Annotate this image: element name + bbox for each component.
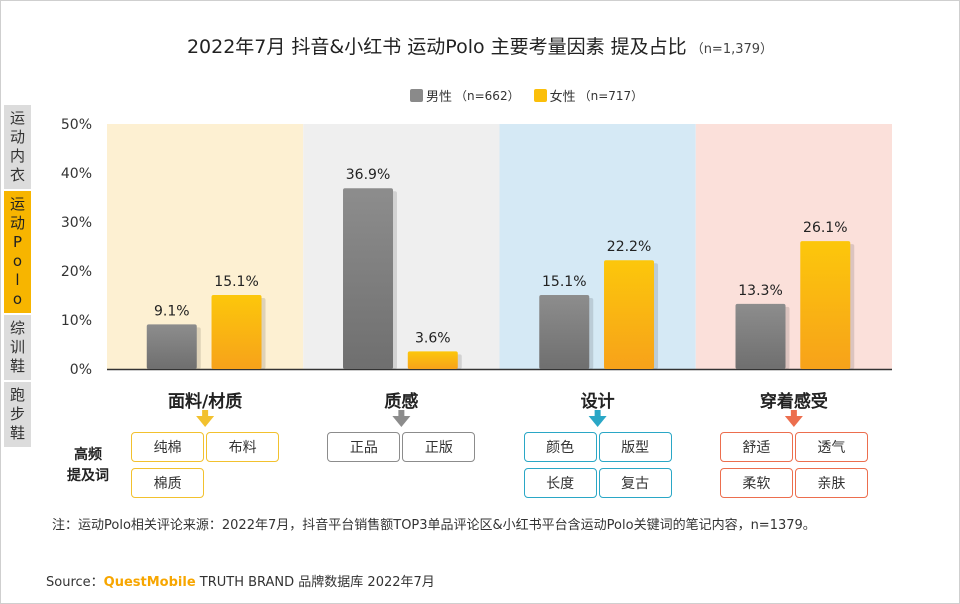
footnote: 注：运动Polo相关评论来源：2022年7月，抖音平台销售额TOP3单品评论区&… [52,518,816,533]
category-label-0: 面料/材质 [168,392,243,412]
category-label-2: 设计 [580,392,615,412]
keyword-chip: 颜色 [523,432,597,462]
category-bg-2 [499,124,696,369]
keyword-chip: 棉质 [131,468,205,498]
arrow-stem-0 [202,410,209,416]
category-label-3: 穿着感受 [759,392,828,412]
category-bg-1 [303,124,500,369]
legend-label-female: 女性 [549,90,576,105]
bar-male-1 [343,188,394,369]
legend-item-female: 女性 （n=717） [533,86,644,105]
source-suffix: TRUTH BRAND 品牌数据库 2022年7月 [195,575,435,590]
arrow-stem-2 [594,410,601,416]
side-tab-2[interactable]: 综训鞋 [4,315,31,380]
data-label-female-0: 15.1% [214,274,258,290]
source-prefix: Source： [46,575,104,590]
category-label-1: 质感 [384,392,419,412]
keyword-chip: 纯棉 [131,432,205,462]
data-label-male-2: 15.1% [542,274,586,290]
keyword-chip: 长度 [523,468,597,498]
legend-item-male: 男性 （n=662） [410,86,520,105]
legend-label-male: 男性 [426,90,453,105]
y-tick-label-5: 50% [61,117,92,133]
bar-male-3 [735,303,786,369]
category-bg-0 [107,124,304,369]
legend-swatch-male [410,89,423,102]
arrow-down-icon-0 [196,416,215,427]
source-brand: QuestMobile [103,575,196,590]
keywords-row-label: 高频 提及词 [67,447,109,484]
y-tick-label-0: 0% [70,362,92,378]
bar-male-0 [146,324,197,369]
source-line: Source：QuestMobile TRUTH BRAND 品牌数据库 202… [46,571,435,590]
data-label-female-2: 22.2% [607,239,651,255]
keyword-chip: 亲肤 [794,468,868,498]
data-label-female-1: 3.6% [415,330,451,346]
arrow-down-icon-2 [588,416,607,427]
chart-title: 2022年7月 抖音&小红书 运动Polo 主要考量因素 提及占比 （n=1,37… [186,36,774,58]
keyword-chip: 布料 [206,432,280,462]
keyword-chip: 正品 [327,432,401,462]
keyword-chip: 版型 [598,432,672,462]
keyword-chip: 舒适 [719,432,793,462]
legend-n-female: （n=717） [578,89,644,103]
legend-swatch-female [533,89,547,102]
legend: 男性 （n=662） 女性 （n=717） [410,86,643,105]
bar-male-2 [539,295,590,369]
side-tab-0[interactable]: 运动内衣 [4,105,31,189]
arrow-down-icon-1 [392,416,411,427]
keyword-chip: 正版 [402,432,476,462]
bar-female-0 [211,295,262,369]
data-label-male-0: 9.1% [154,303,190,319]
y-tick-label-1: 10% [61,313,92,329]
keyword-chip: 柔软 [719,468,793,498]
y-tick-label-3: 30% [61,215,92,231]
side-tab-3[interactable]: 跑步鞋 [4,382,31,447]
bar-female-3 [800,241,851,369]
bar-female-2 [604,260,655,369]
y-tick-label-4: 40% [61,166,92,182]
arrow-stem-3 [790,410,797,416]
bar-female-1 [407,351,458,369]
category-bg-3 [695,124,892,369]
arrow-stem-1 [398,410,405,416]
legend-n-male: （n=662） [455,89,520,103]
data-label-male-3: 13.3% [738,283,782,299]
keyword-chip: 透气 [794,432,868,462]
arrow-down-icon-3 [784,416,803,427]
keyword-chip: 复古 [598,468,672,498]
data-label-male-1: 36.9% [346,167,390,183]
y-tick-label-2: 20% [61,264,92,280]
data-label-female-3: 26.1% [803,220,847,236]
